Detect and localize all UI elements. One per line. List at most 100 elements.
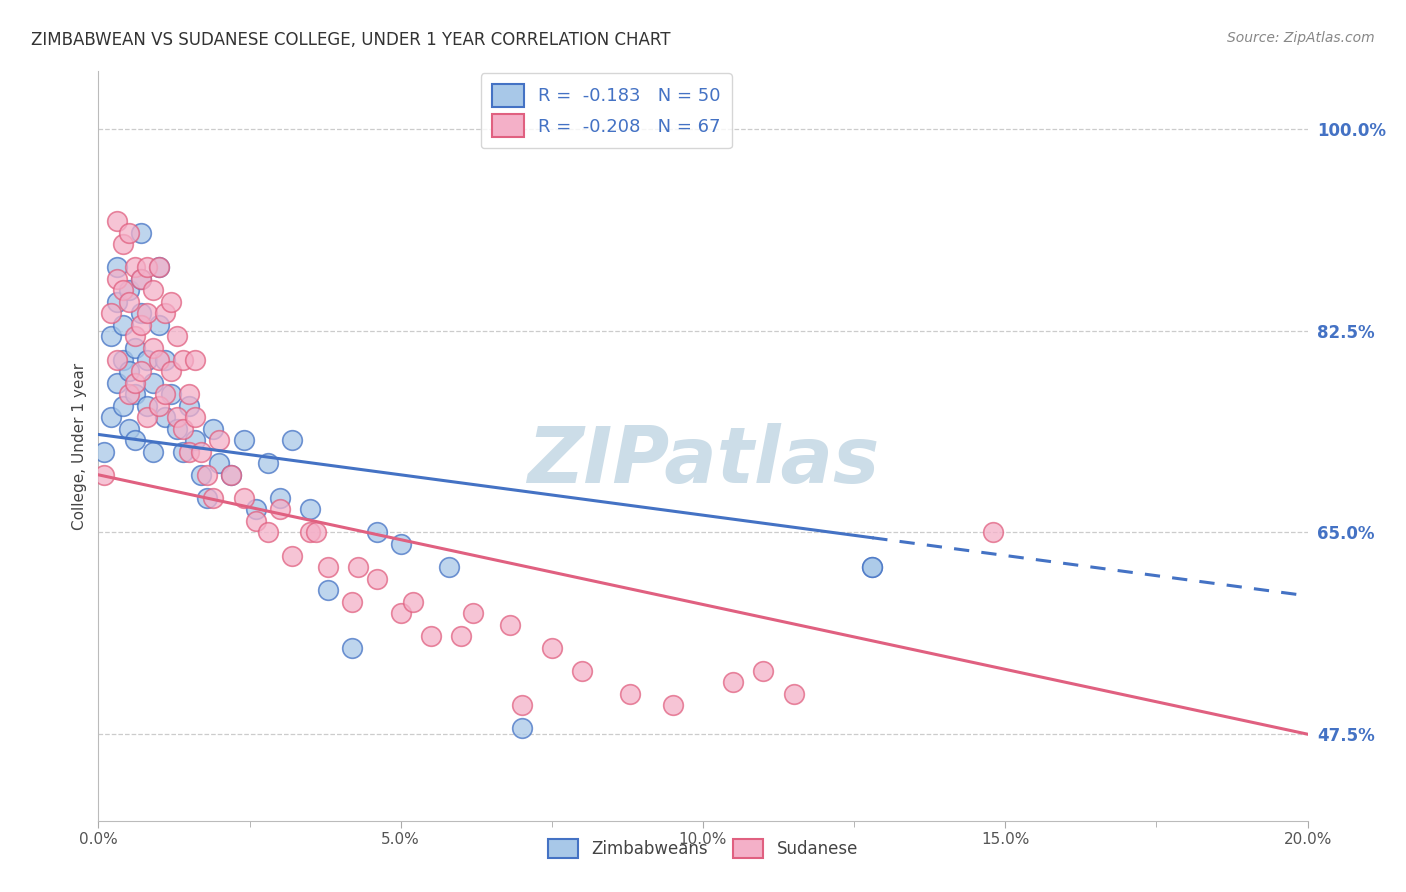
Point (142, 444, 165, 458)
Point (129, 306, 152, 320)
Point (256, 525, 278, 540)
Point (105, 352, 128, 367)
Point (118, 387, 141, 401)
Point (450, 629, 472, 643)
Point (202, 491, 225, 505)
Point (135, 352, 157, 367)
Point (129, 272, 152, 286)
Point (347, 560, 370, 574)
Point (172, 444, 194, 458)
Point (153, 387, 176, 401)
Point (981, 525, 1004, 540)
Point (316, 560, 339, 574)
Point (195, 491, 218, 505)
Text: ZIPatlas: ZIPatlas (527, 423, 879, 499)
Point (221, 467, 243, 482)
Point (366, 525, 388, 540)
Point (124, 341, 146, 355)
Point (437, 560, 460, 574)
Point (105, 214, 128, 228)
Point (118, 364, 141, 378)
Point (148, 260, 170, 275)
Point (105, 272, 128, 286)
Text: Source: ZipAtlas.com: Source: ZipAtlas.com (1227, 31, 1375, 45)
Point (752, 664, 775, 678)
Point (463, 606, 485, 620)
Point (860, 560, 883, 574)
Point (142, 376, 165, 390)
Point (510, 698, 533, 713)
Point (124, 434, 146, 448)
Point (111, 352, 134, 367)
Point (619, 687, 641, 701)
Point (389, 606, 412, 620)
Point (118, 422, 141, 436)
Y-axis label: College, Under 1 year: College, Under 1 year (72, 362, 87, 530)
Point (190, 444, 212, 458)
Point (281, 549, 304, 563)
Point (184, 352, 207, 367)
Point (111, 284, 134, 298)
Point (135, 306, 157, 320)
Point (184, 410, 207, 425)
Point (281, 434, 304, 448)
Point (299, 502, 322, 516)
Point (510, 722, 533, 736)
Point (783, 687, 806, 701)
Point (129, 318, 152, 332)
Point (540, 640, 562, 655)
Point (135, 260, 157, 275)
Point (256, 456, 278, 470)
Point (111, 318, 134, 332)
Point (195, 467, 218, 482)
Point (118, 294, 141, 309)
Point (723, 675, 745, 690)
Point (160, 364, 183, 378)
Point (148, 352, 170, 367)
Point (153, 306, 176, 320)
Point (166, 422, 188, 436)
Point (166, 329, 188, 343)
Point (124, 260, 146, 275)
Point (135, 410, 157, 425)
Point (305, 525, 328, 540)
Point (269, 491, 291, 505)
Point (100, 306, 122, 320)
Point (420, 629, 443, 643)
Point (129, 364, 152, 378)
Point (124, 329, 146, 343)
Point (160, 387, 183, 401)
Point (100, 410, 122, 425)
Point (148, 260, 170, 275)
Point (179, 444, 201, 458)
Point (153, 410, 176, 425)
Point (166, 410, 188, 425)
Point (118, 284, 141, 298)
Point (172, 352, 194, 367)
Point (342, 640, 364, 655)
Point (179, 399, 201, 413)
Point (316, 583, 339, 598)
Point (111, 237, 134, 252)
Point (860, 560, 883, 574)
Point (129, 226, 152, 240)
Point (179, 387, 201, 401)
Point (93, 467, 115, 482)
Point (184, 434, 207, 448)
Point (342, 594, 364, 608)
Point (124, 376, 146, 390)
Point (118, 226, 141, 240)
Legend: Zimbabweans, Sudanese: Zimbabweans, Sudanese (541, 832, 865, 864)
Point (105, 376, 128, 390)
Point (269, 502, 291, 516)
Point (148, 318, 170, 332)
Point (402, 594, 425, 608)
Point (389, 537, 412, 551)
Point (142, 284, 165, 298)
Point (124, 387, 146, 401)
Point (111, 399, 134, 413)
Point (153, 352, 176, 367)
Point (498, 617, 520, 632)
Point (135, 399, 157, 413)
Point (100, 329, 122, 343)
